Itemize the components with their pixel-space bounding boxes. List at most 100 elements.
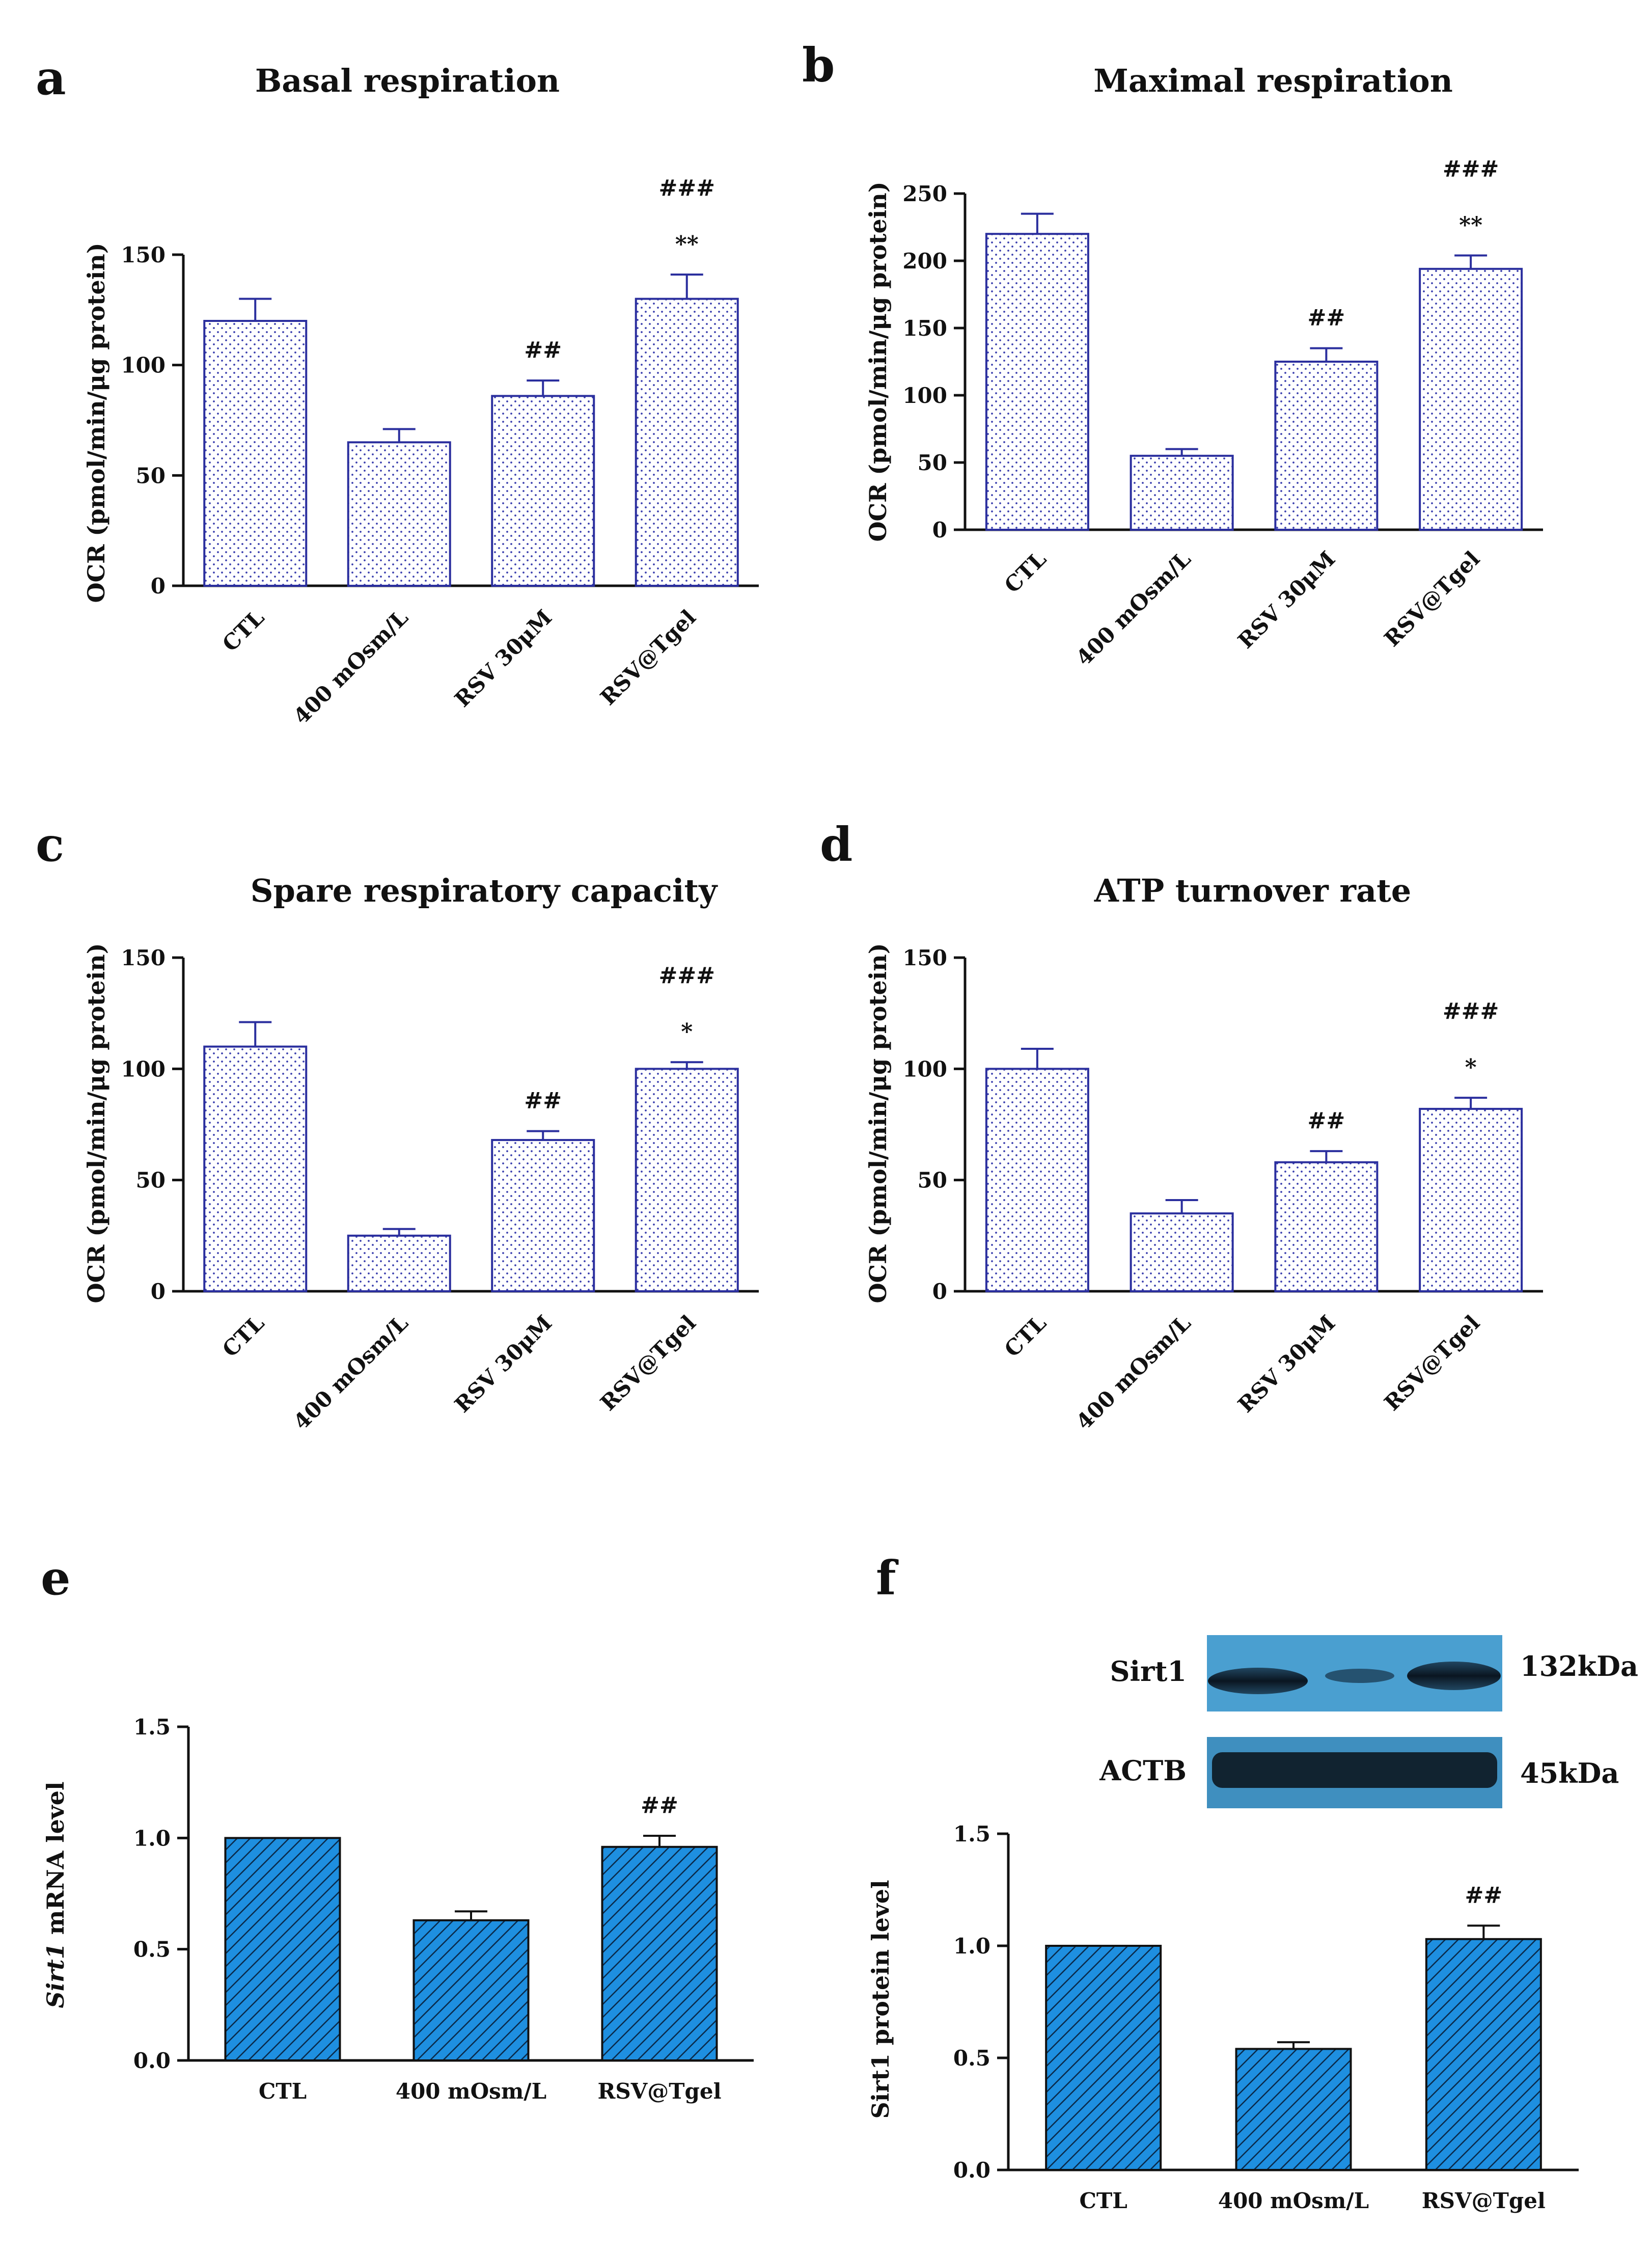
chart-title: ATP turnover rate bbox=[1094, 872, 1412, 909]
x-category-label: RSV@Tgel bbox=[1422, 2188, 1546, 2213]
x-category-label: CTL bbox=[1080, 2188, 1127, 2213]
y-axis-label: OCR (pmol/min/μg protein) bbox=[864, 943, 892, 1303]
y-tick-label: 0.0 bbox=[133, 2048, 171, 2073]
x-category-label: CTL bbox=[1000, 1310, 1051, 1362]
band-sirt1-rsv bbox=[1407, 1662, 1501, 1690]
panel-letter-c: c bbox=[36, 817, 64, 872]
significance-star: * bbox=[1465, 1054, 1477, 1080]
blot-label-sirt1: Sirt1 bbox=[1110, 1655, 1187, 1688]
significance-star: ** bbox=[1459, 212, 1482, 238]
x-category-label: CTL bbox=[217, 1310, 269, 1362]
panel-letter-e: e bbox=[41, 1551, 71, 1606]
x-category-label: 400 mOsm/L bbox=[289, 605, 413, 729]
significance-hash: ## bbox=[1465, 1882, 1502, 1908]
chart-spare-respiratory-capacity: Spare respiratory capacity 0 50 100 150 OCR (… bbox=[82, 872, 759, 1435]
bar-ctl bbox=[1045, 1945, 1162, 2171]
y-axis-label: Sirt1 mRNA level bbox=[42, 1781, 69, 2008]
x-category-label: RSV@Tgel bbox=[595, 605, 701, 710]
y-tick-label: 1.5 bbox=[953, 1822, 990, 1846]
bar-400-mosm-l bbox=[1235, 2048, 1352, 2171]
bar-400-mosm-l bbox=[347, 441, 451, 587]
y-tick-label: 100 bbox=[902, 1056, 947, 1081]
y-tick-label: 150 bbox=[902, 945, 947, 970]
significance-hash: ### bbox=[658, 175, 715, 201]
significance-hash: ### bbox=[1443, 156, 1499, 182]
blot-size-actb: 45kDa bbox=[1520, 1757, 1619, 1789]
significance-star: * bbox=[681, 1019, 693, 1045]
significance-hash: ## bbox=[524, 1088, 562, 1114]
bar-ctl bbox=[985, 1068, 1089, 1292]
blot-row-actb: ACTB 45kDa bbox=[1099, 1737, 1619, 1808]
x-category-label: 400 mOsm/L bbox=[1218, 2188, 1369, 2213]
x-category-label: CTL bbox=[259, 2079, 307, 2104]
x-category-label: 400 mOsm/L bbox=[1071, 1310, 1196, 1434]
bar-rsv-tgel bbox=[601, 1845, 718, 2062]
y-tick-label: 50 bbox=[918, 1168, 947, 1193]
x-category-label: 400 mOsm/L bbox=[1071, 546, 1196, 670]
bar-rsv-tgel bbox=[635, 1068, 739, 1292]
bar-400-mosm-l bbox=[1130, 1212, 1234, 1293]
y-axis-label-italic: Sirt1 bbox=[42, 1943, 69, 2008]
band-sirt1-hyper bbox=[1325, 1669, 1394, 1683]
x-category-label: RSV 30μM bbox=[1233, 1310, 1340, 1417]
y-tick-label: 0 bbox=[932, 518, 947, 542]
significance-hash: ## bbox=[641, 1792, 678, 1818]
chart-basal-respiration: Basal respiration 0 50 100 150 OCR (pmol/min/… bbox=[82, 62, 759, 729]
x-category-label: RSV@Tgel bbox=[595, 1310, 701, 1416]
y-tick-label: 1.5 bbox=[133, 1715, 171, 1740]
bar-rsv-30-m bbox=[1274, 1161, 1379, 1293]
y-axis-label: OCR (pmol/min/μg protein) bbox=[864, 181, 892, 541]
x-category-label: RSV 30μM bbox=[450, 1310, 557, 1417]
y-axis-label: OCR (pmol/min/μg protein) bbox=[82, 242, 110, 603]
y-tick-label: 0.0 bbox=[953, 2158, 990, 2183]
band-actb-all bbox=[1212, 1752, 1497, 1788]
blot-label-actb: ACTB bbox=[1099, 1754, 1187, 1787]
bar-rsv-30-m bbox=[491, 1139, 595, 1292]
western-blot: Sirt1 132kDa ACTB 45kDa bbox=[1099, 1635, 1638, 1808]
y-tick-label: 200 bbox=[902, 249, 947, 274]
y-tick-label: 0 bbox=[151, 574, 166, 599]
significance-hash: ### bbox=[1443, 998, 1499, 1024]
bar-400-mosm-l bbox=[347, 1234, 451, 1292]
bar-rsv-tgel bbox=[1419, 267, 1523, 531]
y-axis-label: OCR (pmol/min/μg protein) bbox=[82, 943, 110, 1303]
chart-title: Basal respiration bbox=[255, 62, 560, 99]
y-tick-label: 150 bbox=[121, 242, 166, 267]
chart-sirt1-mrna: 0.0 0.5 1.0 1.5 Sirt1 mRNA level CTL 400 mOsm/… bbox=[42, 1715, 754, 2104]
y-tick-label: 250 bbox=[902, 181, 947, 206]
x-category-label: RSV@Tgel bbox=[1380, 546, 1485, 651]
y-tick-label: 0 bbox=[932, 1279, 947, 1304]
y-tick-label: 100 bbox=[902, 383, 947, 408]
bar-rsv-30-m bbox=[1274, 361, 1379, 531]
chart-atp-turnover-rate: ATP turnover rate 0 50 100 150 OCR (pmol/min/… bbox=[864, 872, 1543, 1435]
bar-rsv-tgel bbox=[1425, 1938, 1542, 2171]
blot-row-sirt1: Sirt1 132kDa bbox=[1110, 1635, 1638, 1711]
bar-ctl bbox=[985, 233, 1089, 531]
bar-rsv-tgel bbox=[635, 297, 739, 587]
y-tick-label: 150 bbox=[121, 945, 166, 970]
y-tick-label: 100 bbox=[121, 1056, 166, 1081]
panel-letter-b: b bbox=[802, 38, 835, 93]
x-category-label: 400 mOsm/L bbox=[289, 1310, 413, 1434]
panel-letter-d: d bbox=[820, 817, 852, 872]
y-tick-label: 100 bbox=[121, 353, 166, 378]
y-tick-label: 0.5 bbox=[133, 1937, 171, 1962]
bar-ctl bbox=[224, 1837, 341, 2061]
bar-ctl bbox=[203, 320, 308, 587]
bar-rsv-tgel bbox=[1419, 1107, 1523, 1293]
bar-400-mosm-l bbox=[1130, 454, 1234, 531]
y-tick-label: 1.0 bbox=[953, 1934, 990, 1959]
x-category-label: RSV@Tgel bbox=[597, 2079, 721, 2104]
panel-letter-f: f bbox=[876, 1551, 899, 1606]
significance-hash: ### bbox=[658, 963, 715, 989]
y-tick-label: 50 bbox=[136, 1168, 166, 1193]
chart-title: Spare respiratory capacity bbox=[251, 872, 718, 909]
chart-maximal-respiration: Maximal respiration 0 50 100 150 200 250 OCR (p… bbox=[864, 62, 1543, 671]
bar-400-mosm-l bbox=[412, 1919, 530, 2061]
blot-size-sirt1: 132kDa bbox=[1520, 1650, 1638, 1682]
panel-letter-a: a bbox=[36, 50, 66, 105]
significance-hash: ## bbox=[524, 337, 562, 363]
y-tick-label: 0 bbox=[151, 1279, 166, 1304]
significance-hash: ## bbox=[1308, 305, 1345, 331]
